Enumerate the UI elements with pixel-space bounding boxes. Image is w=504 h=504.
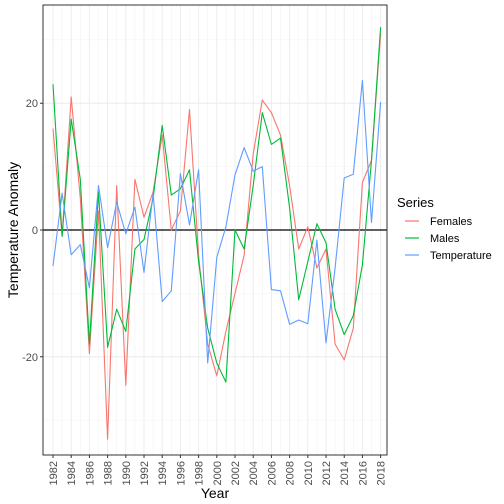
x-tick-label: 1992	[139, 461, 151, 485]
x-tick-label: 1998	[194, 461, 206, 485]
legend-label: Females	[430, 216, 473, 228]
x-tick-label: 1990	[121, 461, 133, 485]
y-tick-label: 20	[26, 98, 38, 110]
x-tick-label: 1996	[175, 461, 187, 485]
series-layer	[52, 27, 382, 440]
x-tick-label: 1984	[66, 461, 78, 485]
series-line-temperature	[52, 79, 382, 364]
x-tick-label: 2014	[339, 461, 351, 485]
x-tick-label: 1994	[157, 461, 169, 485]
x-tick-label: 2004	[248, 461, 260, 485]
x-tick-label: 2006	[266, 461, 278, 485]
x-tick-label: 2000	[212, 461, 224, 485]
x-axis: 1982 1984 1986 1988 1990 1992 1994 1996 1998 2000…	[48, 455, 388, 485]
y-axis-title: Temperature Anomaly	[5, 162, 21, 298]
series-line-males	[52, 27, 382, 383]
x-tick-label: 1986	[84, 461, 96, 485]
legend-label: Temperature	[430, 250, 492, 262]
y-axis: -20 0 20	[22, 98, 43, 364]
x-axis-title: Year	[201, 485, 230, 501]
x-tick-label: 2018	[376, 461, 388, 485]
x-tick-label: 1982	[48, 461, 60, 485]
x-tick-label: 2002	[230, 461, 242, 485]
legend-title: Series	[397, 195, 434, 210]
legend: Series Females Males Temperature	[397, 195, 492, 262]
y-tick-label: -20	[22, 352, 38, 364]
x-tick-label: 2012	[321, 461, 333, 485]
x-tick-label: 1988	[103, 461, 115, 485]
y-tick-label: 0	[32, 225, 38, 237]
legend-label: Males	[430, 233, 460, 245]
series-line-females	[52, 33, 382, 440]
x-tick-label: 2016	[357, 461, 369, 485]
x-tick-label: 2008	[285, 461, 297, 485]
x-tick-label: 2010	[303, 461, 315, 485]
